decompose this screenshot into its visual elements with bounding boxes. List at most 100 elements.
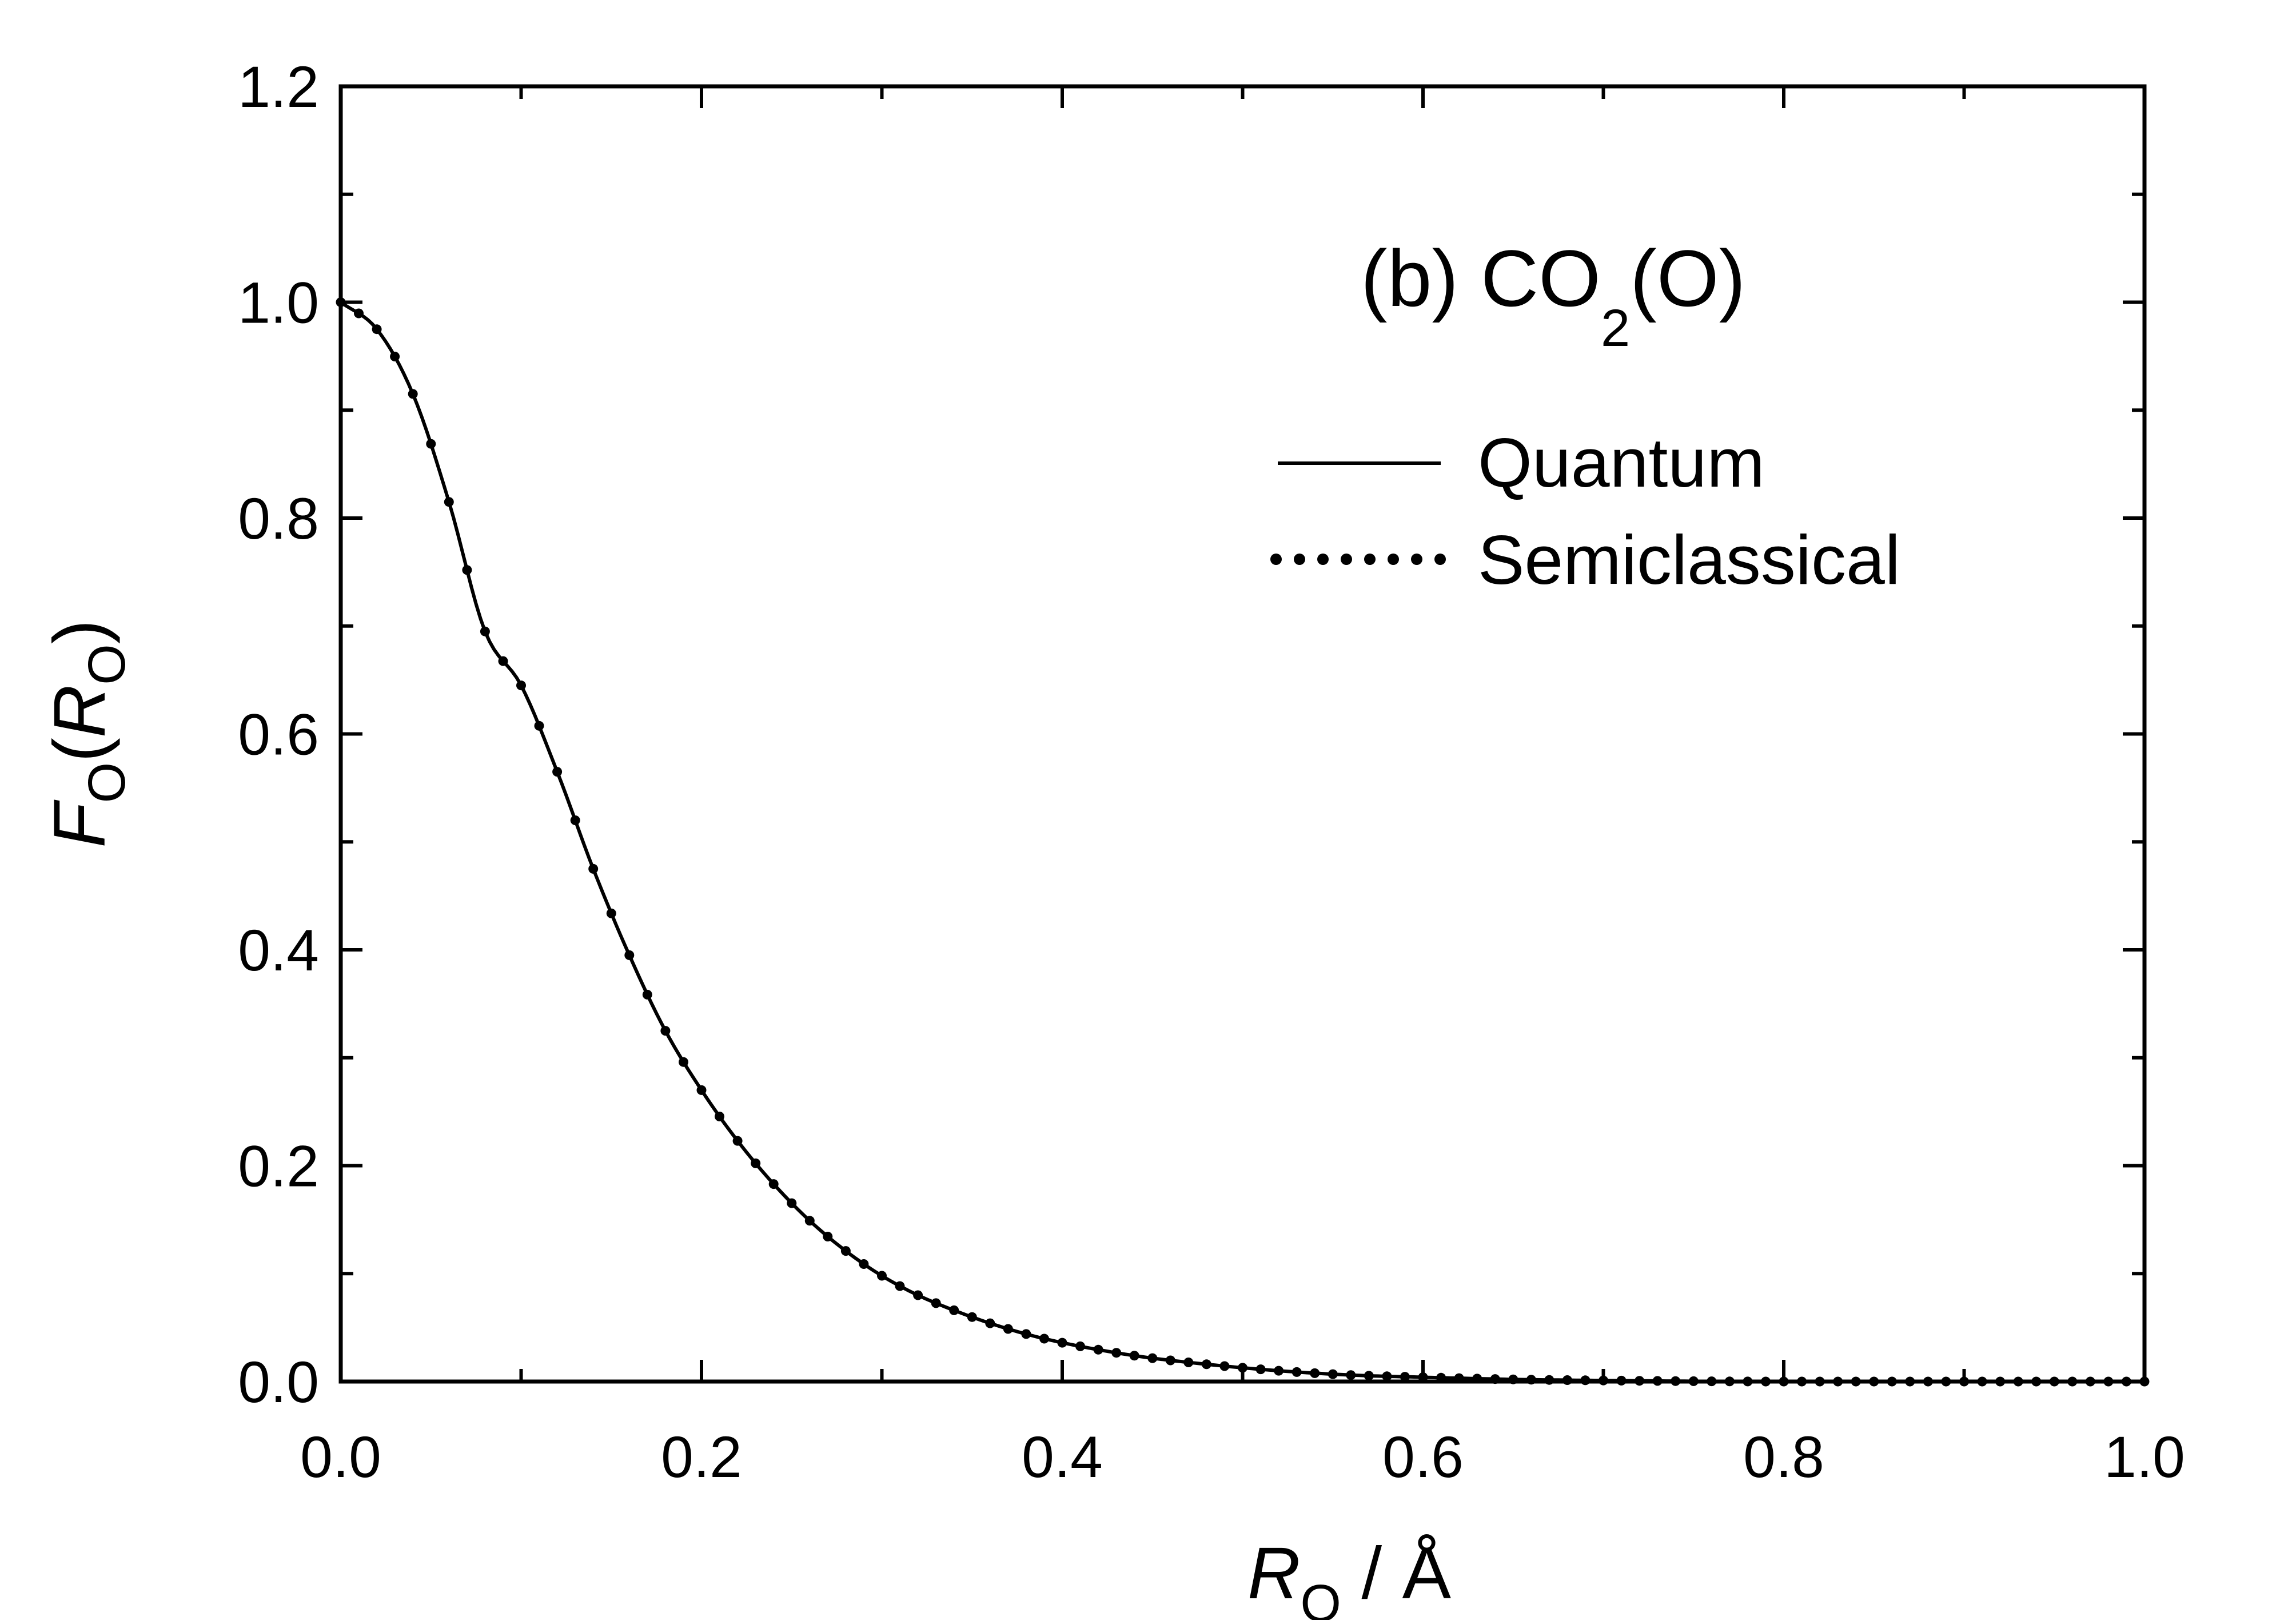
x-tick-label: 0.2 — [661, 1424, 742, 1490]
series-semiclassical-point — [642, 989, 652, 1000]
legend-dot — [1341, 554, 1352, 565]
x-axis-title: RO / Å — [1247, 1533, 1452, 1620]
legend-dot — [1294, 554, 1305, 565]
y-axis-arg-subscript: O — [78, 644, 136, 685]
y-axis-open-paren: ( — [39, 738, 121, 762]
series-semiclassical-point — [859, 1259, 869, 1269]
legend-quantum-label: Quantum — [1478, 424, 1765, 501]
series-semiclassical-point — [588, 863, 599, 874]
y-tick-label: 0.2 — [238, 1134, 319, 1199]
y-tick-label: 0.0 — [238, 1350, 319, 1415]
series-semiclassical-point — [1165, 1355, 1175, 1366]
y-axis-subscript: O — [78, 762, 136, 803]
plot-frame — [338, 84, 2147, 1384]
series-semiclassical-point — [480, 626, 490, 636]
y-tick-label: 1.0 — [238, 270, 319, 336]
legend-dot — [1411, 554, 1422, 565]
series-semiclassical-point — [751, 1158, 761, 1168]
series-semiclassical-point — [1039, 1334, 1049, 1344]
legend-dot — [1270, 554, 1282, 565]
series-semiclassical-point — [1093, 1344, 1103, 1355]
series-semiclassical-point — [913, 1290, 923, 1300]
series-semiclassical-point — [895, 1281, 905, 1291]
y-axis-title: FO(RO) — [39, 620, 136, 848]
x-axis-unit: / Å — [1341, 1533, 1452, 1614]
y-axis-symbol: F — [39, 799, 121, 848]
x-axis-symbol: R — [1247, 1533, 1300, 1614]
legend: Quantum Semiclassical — [1270, 424, 1900, 599]
series-semiclassical-point — [372, 324, 382, 335]
series-semiclassical-point — [1147, 1353, 1158, 1363]
series-semiclassical-point — [1292, 1367, 1302, 1377]
legend-semiclassical-swatch — [1270, 554, 1446, 565]
series-semiclassical-point — [696, 1085, 707, 1095]
series-semiclassical-point — [1201, 1359, 1211, 1370]
series-semiclassical-point — [679, 1057, 688, 1067]
series-semiclassical-point — [931, 1298, 941, 1308]
y-tick-label: 1.2 — [238, 54, 319, 120]
legend-dot — [1388, 554, 1399, 565]
panel-label-suffix: (O) — [1630, 233, 1745, 323]
series-semiclassical-point — [516, 680, 526, 691]
y-axis-close-paren: ) — [39, 620, 121, 644]
series-semiclassical-point — [1003, 1324, 1013, 1334]
series-semiclassical-point — [1075, 1341, 1085, 1351]
series-semiclassical-point — [1255, 1364, 1266, 1375]
series-semiclassical-point — [1328, 1369, 1338, 1379]
legend-dot — [1317, 554, 1329, 565]
tick-labels: 0.0 0.2 0.4 0.6 0.8 1.0 0.0 0.2 0.4 0.6 0.8 1.0 1.2 — [238, 54, 2185, 1490]
y-tick-label: 0.8 — [238, 486, 319, 551]
series-semiclassical-point — [949, 1305, 959, 1315]
x-tick-label: 0.6 — [1382, 1424, 1464, 1490]
series-semiclassical-point — [354, 308, 364, 319]
series-semiclassical-point — [1219, 1361, 1230, 1371]
series-semiclassical-point — [390, 352, 400, 361]
series-semiclassical-point — [606, 908, 616, 918]
series-semiclassical-point — [823, 1232, 833, 1241]
series-semiclassical-point — [1021, 1329, 1031, 1339]
series-semiclassical-point — [552, 767, 563, 777]
series-semiclassical-point — [1057, 1338, 1067, 1348]
series-semiclassical-point — [1310, 1368, 1320, 1378]
series-semiclassical-point — [498, 656, 508, 666]
series-semiclassical-point — [570, 815, 580, 825]
series-semiclassical-point — [444, 497, 454, 507]
y-axis-arg: R — [39, 685, 121, 738]
series-semiclassical-point — [715, 1112, 724, 1121]
series-semiclassical-point — [732, 1136, 743, 1146]
series-semiclassical-point — [1111, 1348, 1122, 1358]
series-semiclassical-point — [840, 1246, 851, 1256]
y-tick-label: 0.6 — [238, 702, 319, 767]
series-semiclassical-point — [877, 1271, 887, 1281]
series-semiclassical-point — [787, 1198, 797, 1208]
panel-label-prefix: (b) CO — [1361, 233, 1601, 323]
legend-dot — [1364, 554, 1376, 565]
x-tick-label: 0.4 — [1022, 1424, 1103, 1490]
x-axis-subscript: O — [1300, 1574, 1341, 1620]
x-tick-label: 0.0 — [300, 1424, 381, 1490]
series-semiclassical-point — [804, 1216, 815, 1226]
series-semiclassical-point — [534, 721, 544, 731]
y-tick-label: 0.4 — [238, 918, 319, 983]
x-tick-label: 1.0 — [2104, 1424, 2185, 1490]
series-semiclassical-point — [1274, 1366, 1284, 1376]
panel-label-subscript: 2 — [1601, 299, 1630, 357]
series-semiclassical-point — [462, 565, 472, 575]
x-tick-label: 0.8 — [1743, 1424, 1824, 1490]
series-semiclassical-point — [768, 1179, 779, 1189]
series-semiclassical-point — [1400, 1372, 1410, 1382]
series-semiclassical-point — [1129, 1351, 1139, 1361]
series-semiclassical-point — [1364, 1371, 1374, 1381]
panel-label: (b) CO2(O) — [1361, 233, 1745, 357]
series-semiclassical-point — [1183, 1358, 1194, 1367]
series-semiclassical-point — [426, 439, 436, 449]
series-semiclassical-point — [985, 1318, 995, 1328]
series-semiclassical-point — [1346, 1370, 1356, 1380]
series-semiclassical-point — [660, 1026, 671, 1036]
series-semiclassical-point — [624, 950, 635, 960]
series-semiclassical-point — [1382, 1371, 1392, 1382]
series-semiclassical-point — [1238, 1363, 1247, 1373]
legend-dot — [1434, 554, 1446, 565]
